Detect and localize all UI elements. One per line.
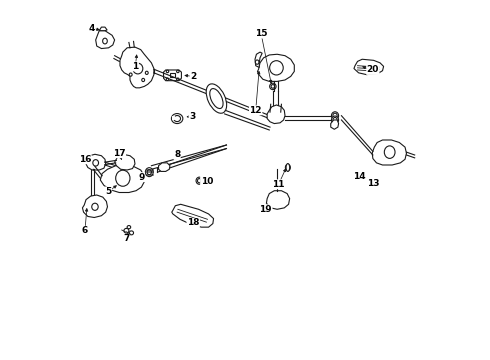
- Text: 20: 20: [367, 66, 379, 75]
- Text: 4: 4: [89, 24, 95, 33]
- Ellipse shape: [116, 170, 130, 186]
- Polygon shape: [96, 31, 115, 49]
- Ellipse shape: [146, 71, 148, 75]
- Ellipse shape: [142, 78, 145, 82]
- Ellipse shape: [166, 78, 169, 81]
- Polygon shape: [115, 154, 135, 170]
- Ellipse shape: [174, 116, 180, 122]
- Ellipse shape: [176, 78, 179, 81]
- Text: 10: 10: [200, 176, 213, 185]
- Ellipse shape: [93, 159, 98, 166]
- Polygon shape: [258, 54, 294, 81]
- Polygon shape: [267, 105, 285, 123]
- Ellipse shape: [333, 113, 337, 118]
- Polygon shape: [172, 204, 214, 227]
- Ellipse shape: [176, 70, 179, 73]
- Text: 11: 11: [272, 180, 285, 189]
- Ellipse shape: [331, 116, 339, 124]
- Text: 8: 8: [174, 150, 180, 159]
- Ellipse shape: [331, 112, 339, 120]
- Polygon shape: [100, 165, 144, 193]
- Polygon shape: [170, 73, 175, 77]
- Ellipse shape: [92, 203, 98, 210]
- Ellipse shape: [270, 83, 276, 90]
- Text: 3: 3: [189, 112, 195, 121]
- Text: 18: 18: [187, 219, 199, 228]
- Polygon shape: [99, 27, 107, 31]
- Polygon shape: [255, 52, 262, 67]
- Text: 17: 17: [113, 149, 125, 158]
- Text: 9: 9: [138, 173, 145, 182]
- Polygon shape: [267, 191, 290, 209]
- Polygon shape: [86, 154, 106, 170]
- Polygon shape: [172, 116, 174, 118]
- Polygon shape: [354, 59, 384, 75]
- Ellipse shape: [124, 228, 129, 233]
- Polygon shape: [120, 47, 154, 88]
- Ellipse shape: [206, 84, 227, 113]
- Ellipse shape: [271, 85, 275, 88]
- Ellipse shape: [166, 70, 169, 73]
- Ellipse shape: [146, 168, 153, 177]
- Text: 16: 16: [79, 155, 91, 164]
- Text: 12: 12: [249, 106, 262, 115]
- Text: 5: 5: [105, 187, 112, 196]
- Ellipse shape: [333, 117, 337, 122]
- Polygon shape: [82, 195, 107, 217]
- Ellipse shape: [384, 146, 395, 158]
- Ellipse shape: [129, 231, 134, 235]
- Ellipse shape: [102, 38, 107, 44]
- Text: 1: 1: [132, 62, 139, 71]
- Ellipse shape: [129, 73, 132, 76]
- Text: 7: 7: [123, 234, 129, 243]
- Text: 2: 2: [190, 72, 196, 81]
- Ellipse shape: [286, 163, 290, 171]
- Ellipse shape: [255, 60, 259, 64]
- Ellipse shape: [285, 164, 291, 171]
- Text: 19: 19: [259, 205, 272, 214]
- Ellipse shape: [147, 170, 151, 175]
- Polygon shape: [331, 120, 339, 129]
- Ellipse shape: [133, 63, 143, 74]
- Ellipse shape: [197, 179, 201, 183]
- Text: 14: 14: [353, 172, 366, 181]
- Text: 6: 6: [82, 226, 88, 235]
- Polygon shape: [159, 163, 170, 171]
- Ellipse shape: [210, 89, 223, 108]
- Ellipse shape: [127, 226, 131, 229]
- Polygon shape: [164, 70, 181, 81]
- Ellipse shape: [196, 177, 202, 184]
- Ellipse shape: [172, 113, 183, 123]
- Text: 13: 13: [368, 179, 380, 188]
- Ellipse shape: [270, 61, 283, 75]
- Text: 15: 15: [255, 29, 268, 38]
- Polygon shape: [372, 140, 407, 165]
